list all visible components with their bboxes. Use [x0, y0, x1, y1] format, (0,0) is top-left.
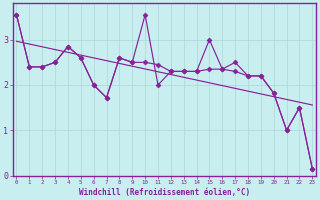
X-axis label: Windchill (Refroidissement éolien,°C): Windchill (Refroidissement éolien,°C) [79, 188, 250, 197]
